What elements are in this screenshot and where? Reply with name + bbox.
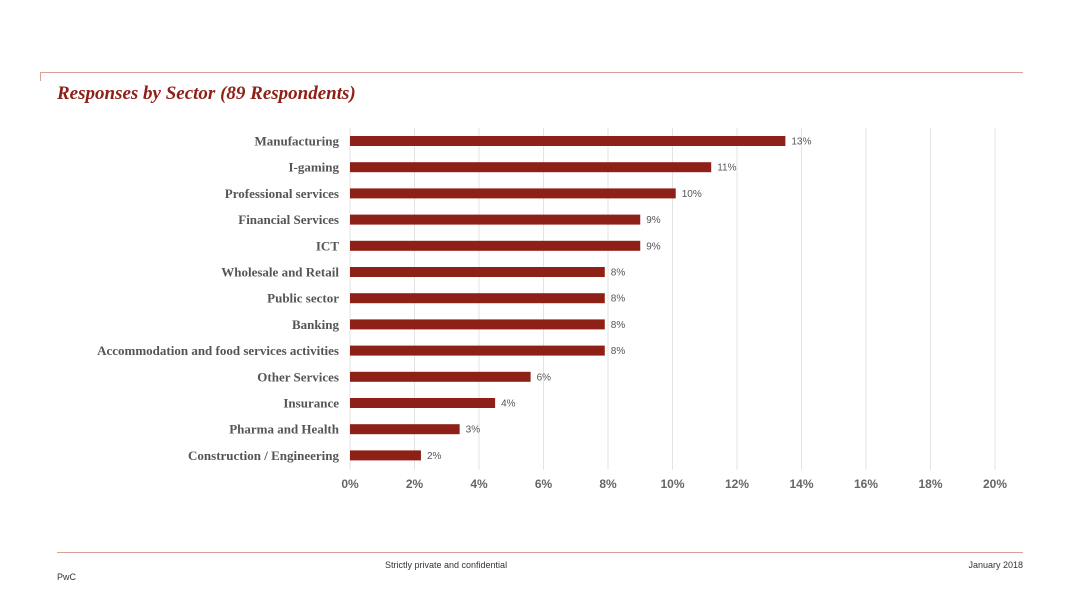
- category-label: Banking: [292, 317, 339, 332]
- data-label: 9%: [646, 241, 661, 252]
- category-label: Professional services: [225, 186, 339, 201]
- footer-date: January 2018: [968, 560, 1023, 570]
- bar: [350, 267, 605, 277]
- data-label: 8%: [611, 268, 626, 279]
- category-label: Public sector: [267, 291, 339, 306]
- category-label: Construction / Engineering: [188, 448, 339, 463]
- bar: [350, 424, 460, 435]
- header-rule: [40, 72, 1023, 73]
- data-label: 4%: [501, 399, 516, 410]
- data-label: 6%: [537, 372, 552, 383]
- data-label: 3%: [466, 425, 481, 436]
- category-label: Other Services: [257, 369, 339, 384]
- footer-brand: PwC: [57, 572, 77, 582]
- bar: [350, 293, 605, 304]
- data-label: 10%: [682, 189, 702, 200]
- category-label: Financial Services: [238, 212, 339, 227]
- footer-rule: [57, 552, 1023, 553]
- x-tick-label: 16%: [854, 477, 878, 491]
- data-label: 2%: [427, 451, 442, 462]
- data-label: 8%: [611, 294, 626, 305]
- category-label: Insurance: [283, 396, 339, 411]
- x-tick-label: 4%: [470, 477, 488, 491]
- bar: [350, 136, 786, 146]
- bar: [350, 398, 496, 408]
- data-label: 13%: [791, 137, 811, 148]
- category-label: Wholesale and Retail: [221, 265, 339, 280]
- x-tick-label: 14%: [789, 477, 813, 491]
- data-label: 8%: [611, 346, 626, 357]
- category-label: I-gaming: [288, 160, 339, 175]
- bar: [350, 371, 531, 382]
- x-tick-label: 6%: [535, 477, 553, 491]
- bar-chart: 0% 2% 4% 6% 8% 10% 12% 14% 16% 18% 20% Manufacturin…: [97, 128, 1007, 491]
- data-label: 11%: [717, 163, 736, 174]
- x-tick-label: 0%: [341, 477, 359, 491]
- bar: [350, 162, 712, 173]
- category-label: Accommodation and food services activiti…: [97, 343, 339, 358]
- x-tick-label: 12%: [725, 477, 749, 491]
- x-tick-label: 10%: [660, 477, 684, 491]
- category-label: ICT: [316, 238, 339, 253]
- category-label: Manufacturing: [255, 134, 340, 149]
- header-rule-tick: [40, 72, 41, 81]
- x-tick-label: 18%: [918, 477, 942, 491]
- bar: [350, 188, 676, 199]
- bar: [350, 319, 605, 330]
- bar: [350, 240, 641, 251]
- x-tick-label: 20%: [983, 477, 1007, 491]
- x-tick-label: 8%: [599, 477, 617, 491]
- x-tick-label: 2%: [406, 477, 424, 491]
- data-label: 8%: [611, 320, 626, 331]
- bar: [350, 450, 421, 461]
- bar: [350, 214, 641, 225]
- slide-title: Responses by Sector (89 Respondents): [57, 83, 356, 104]
- confidentiality-note: Strictly private and confidential: [385, 560, 508, 570]
- category-label: Pharma and Health: [229, 422, 340, 437]
- bar: [350, 345, 605, 356]
- data-label: 9%: [646, 215, 661, 226]
